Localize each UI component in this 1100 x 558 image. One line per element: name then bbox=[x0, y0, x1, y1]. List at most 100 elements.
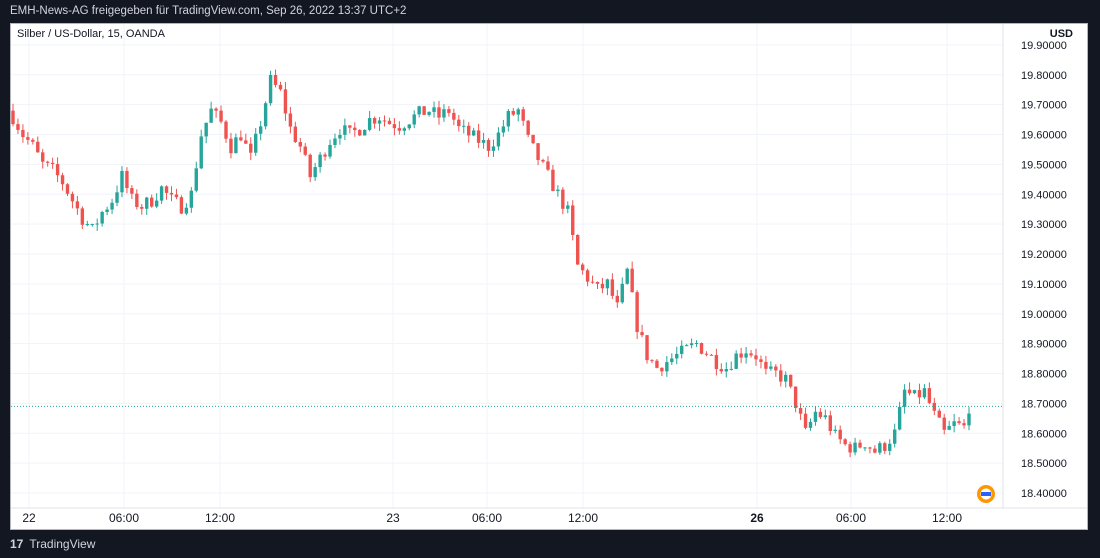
candle-body-115 bbox=[580, 264, 585, 271]
candle-body-182 bbox=[912, 390, 917, 394]
candle-body-132 bbox=[665, 362, 669, 372]
candle-body-87 bbox=[442, 109, 446, 118]
candle-body-86 bbox=[437, 107, 441, 118]
footer: 17 TradingView bbox=[10, 530, 95, 558]
candle-body-121 bbox=[610, 279, 615, 296]
candle-body-133 bbox=[670, 358, 674, 363]
candle-body-114 bbox=[575, 234, 580, 265]
candle-body-100 bbox=[506, 111, 511, 127]
candle-body-28 bbox=[149, 197, 154, 207]
candle-body-83 bbox=[422, 106, 426, 115]
candle-body-16 bbox=[90, 224, 94, 226]
candle-body-151 bbox=[759, 359, 763, 362]
candle-body-128 bbox=[645, 335, 649, 361]
candle-body-166 bbox=[833, 429, 837, 431]
candle-body-103 bbox=[521, 109, 525, 121]
candle-body-50 bbox=[258, 126, 263, 134]
candle-body-76 bbox=[387, 120, 392, 125]
x-tick-label-1: 06:00 bbox=[109, 511, 139, 525]
candle-body-42 bbox=[219, 110, 223, 122]
candle-body-126 bbox=[635, 292, 639, 333]
candle-body-101 bbox=[511, 111, 515, 115]
candle-body-168 bbox=[843, 439, 847, 445]
x-tick-label-6: 26 bbox=[750, 511, 764, 525]
x-tick-label-2: 12:00 bbox=[205, 511, 235, 525]
candle-body-192 bbox=[962, 423, 966, 426]
candle-body-36 bbox=[189, 190, 194, 208]
candle-body-193 bbox=[967, 413, 971, 426]
candle-body-22 bbox=[120, 170, 124, 193]
candle-body-153 bbox=[769, 366, 773, 369]
footer-brand[interactable]: TradingView bbox=[29, 537, 96, 551]
y-tick-label-9: 19.00000 bbox=[1021, 309, 1067, 321]
candle-body-124 bbox=[625, 268, 629, 284]
y-tick-label-3: 19.60000 bbox=[1021, 130, 1067, 142]
candle-body-30 bbox=[159, 186, 164, 201]
candlestick-chart[interactable]: 19.90000 19.80000 19.70000 19.60000 19.50000… bbox=[11, 24, 1087, 529]
candle-body-18 bbox=[100, 212, 104, 224]
y-tick-label-14: 18.50000 bbox=[1021, 458, 1067, 470]
candle-body-129 bbox=[650, 360, 654, 362]
candle-body-7 bbox=[45, 161, 50, 163]
price-axis-labels: 19.90000 19.80000 19.70000 19.60000 19.50000… bbox=[1021, 40, 1067, 500]
candle-body-69 bbox=[353, 127, 357, 131]
candle-body-111 bbox=[561, 189, 565, 209]
candle-body-123 bbox=[620, 283, 624, 303]
us-session-icon[interactable] bbox=[977, 485, 995, 503]
candle-body-134 bbox=[675, 353, 679, 359]
candle-body-9 bbox=[55, 164, 60, 176]
candle-body-118 bbox=[595, 281, 600, 284]
candle-body-127 bbox=[640, 332, 644, 336]
candle-body-74 bbox=[377, 120, 382, 124]
candle-body-173 bbox=[868, 447, 872, 449]
candle-body-178 bbox=[892, 429, 897, 444]
candle-body-64 bbox=[328, 144, 332, 157]
candle-body-71 bbox=[362, 129, 367, 136]
attribution-bar: EMH-News-AG freigegeben für TradingView.… bbox=[10, 5, 407, 17]
candle-body-72 bbox=[367, 118, 372, 130]
y-tick-label-11: 18.80000 bbox=[1021, 369, 1067, 381]
candle-body-140 bbox=[704, 353, 709, 355]
candle-body-2 bbox=[21, 129, 25, 138]
candle-body-92 bbox=[467, 125, 471, 136]
candle-body-120 bbox=[605, 279, 610, 289]
tradingview-logo-icon[interactable]: 17 bbox=[10, 537, 24, 551]
candle-body-58 bbox=[298, 142, 302, 147]
candle-body-189 bbox=[947, 425, 951, 430]
candle-body-149 bbox=[749, 353, 753, 356]
x-tick-label-4: 06:00 bbox=[472, 511, 502, 525]
candle-body-96 bbox=[486, 139, 491, 151]
candle-body-162 bbox=[813, 411, 818, 422]
candle-body-20 bbox=[110, 202, 114, 210]
candle-body-125 bbox=[630, 268, 634, 293]
candle-body-138 bbox=[694, 343, 699, 345]
candle-body-188 bbox=[942, 417, 946, 430]
candle-body-63 bbox=[323, 154, 327, 157]
candles bbox=[11, 69, 971, 458]
candle-body-145 bbox=[729, 368, 733, 370]
candle-body-119 bbox=[600, 283, 605, 289]
candle-body-155 bbox=[779, 370, 783, 382]
candle-body-29 bbox=[154, 200, 159, 207]
y-tick-label-1: 19.80000 bbox=[1021, 70, 1067, 82]
candle-body-81 bbox=[412, 114, 416, 125]
candle-body-122 bbox=[615, 295, 620, 303]
candle-body-82 bbox=[417, 106, 421, 115]
candle-body-139 bbox=[699, 343, 704, 354]
candle-body-144 bbox=[724, 369, 728, 372]
candle-body-172 bbox=[863, 447, 867, 449]
candle-body-26 bbox=[140, 206, 144, 209]
candle-body-67 bbox=[343, 125, 347, 135]
y-tick-label-10: 18.90000 bbox=[1021, 339, 1067, 351]
candle-body-104 bbox=[526, 120, 530, 135]
candle-body-94 bbox=[476, 130, 481, 143]
x-tick-label-5: 12:00 bbox=[568, 511, 598, 525]
candle-body-152 bbox=[764, 361, 768, 369]
candle-body-53 bbox=[273, 74, 278, 85]
candle-body-176 bbox=[883, 443, 887, 451]
candle-body-163 bbox=[818, 411, 823, 418]
candle-body-46 bbox=[239, 137, 243, 141]
candle-body-183 bbox=[917, 390, 922, 398]
y-tick-label-13: 18.60000 bbox=[1021, 428, 1067, 440]
candle-body-136 bbox=[684, 345, 689, 347]
